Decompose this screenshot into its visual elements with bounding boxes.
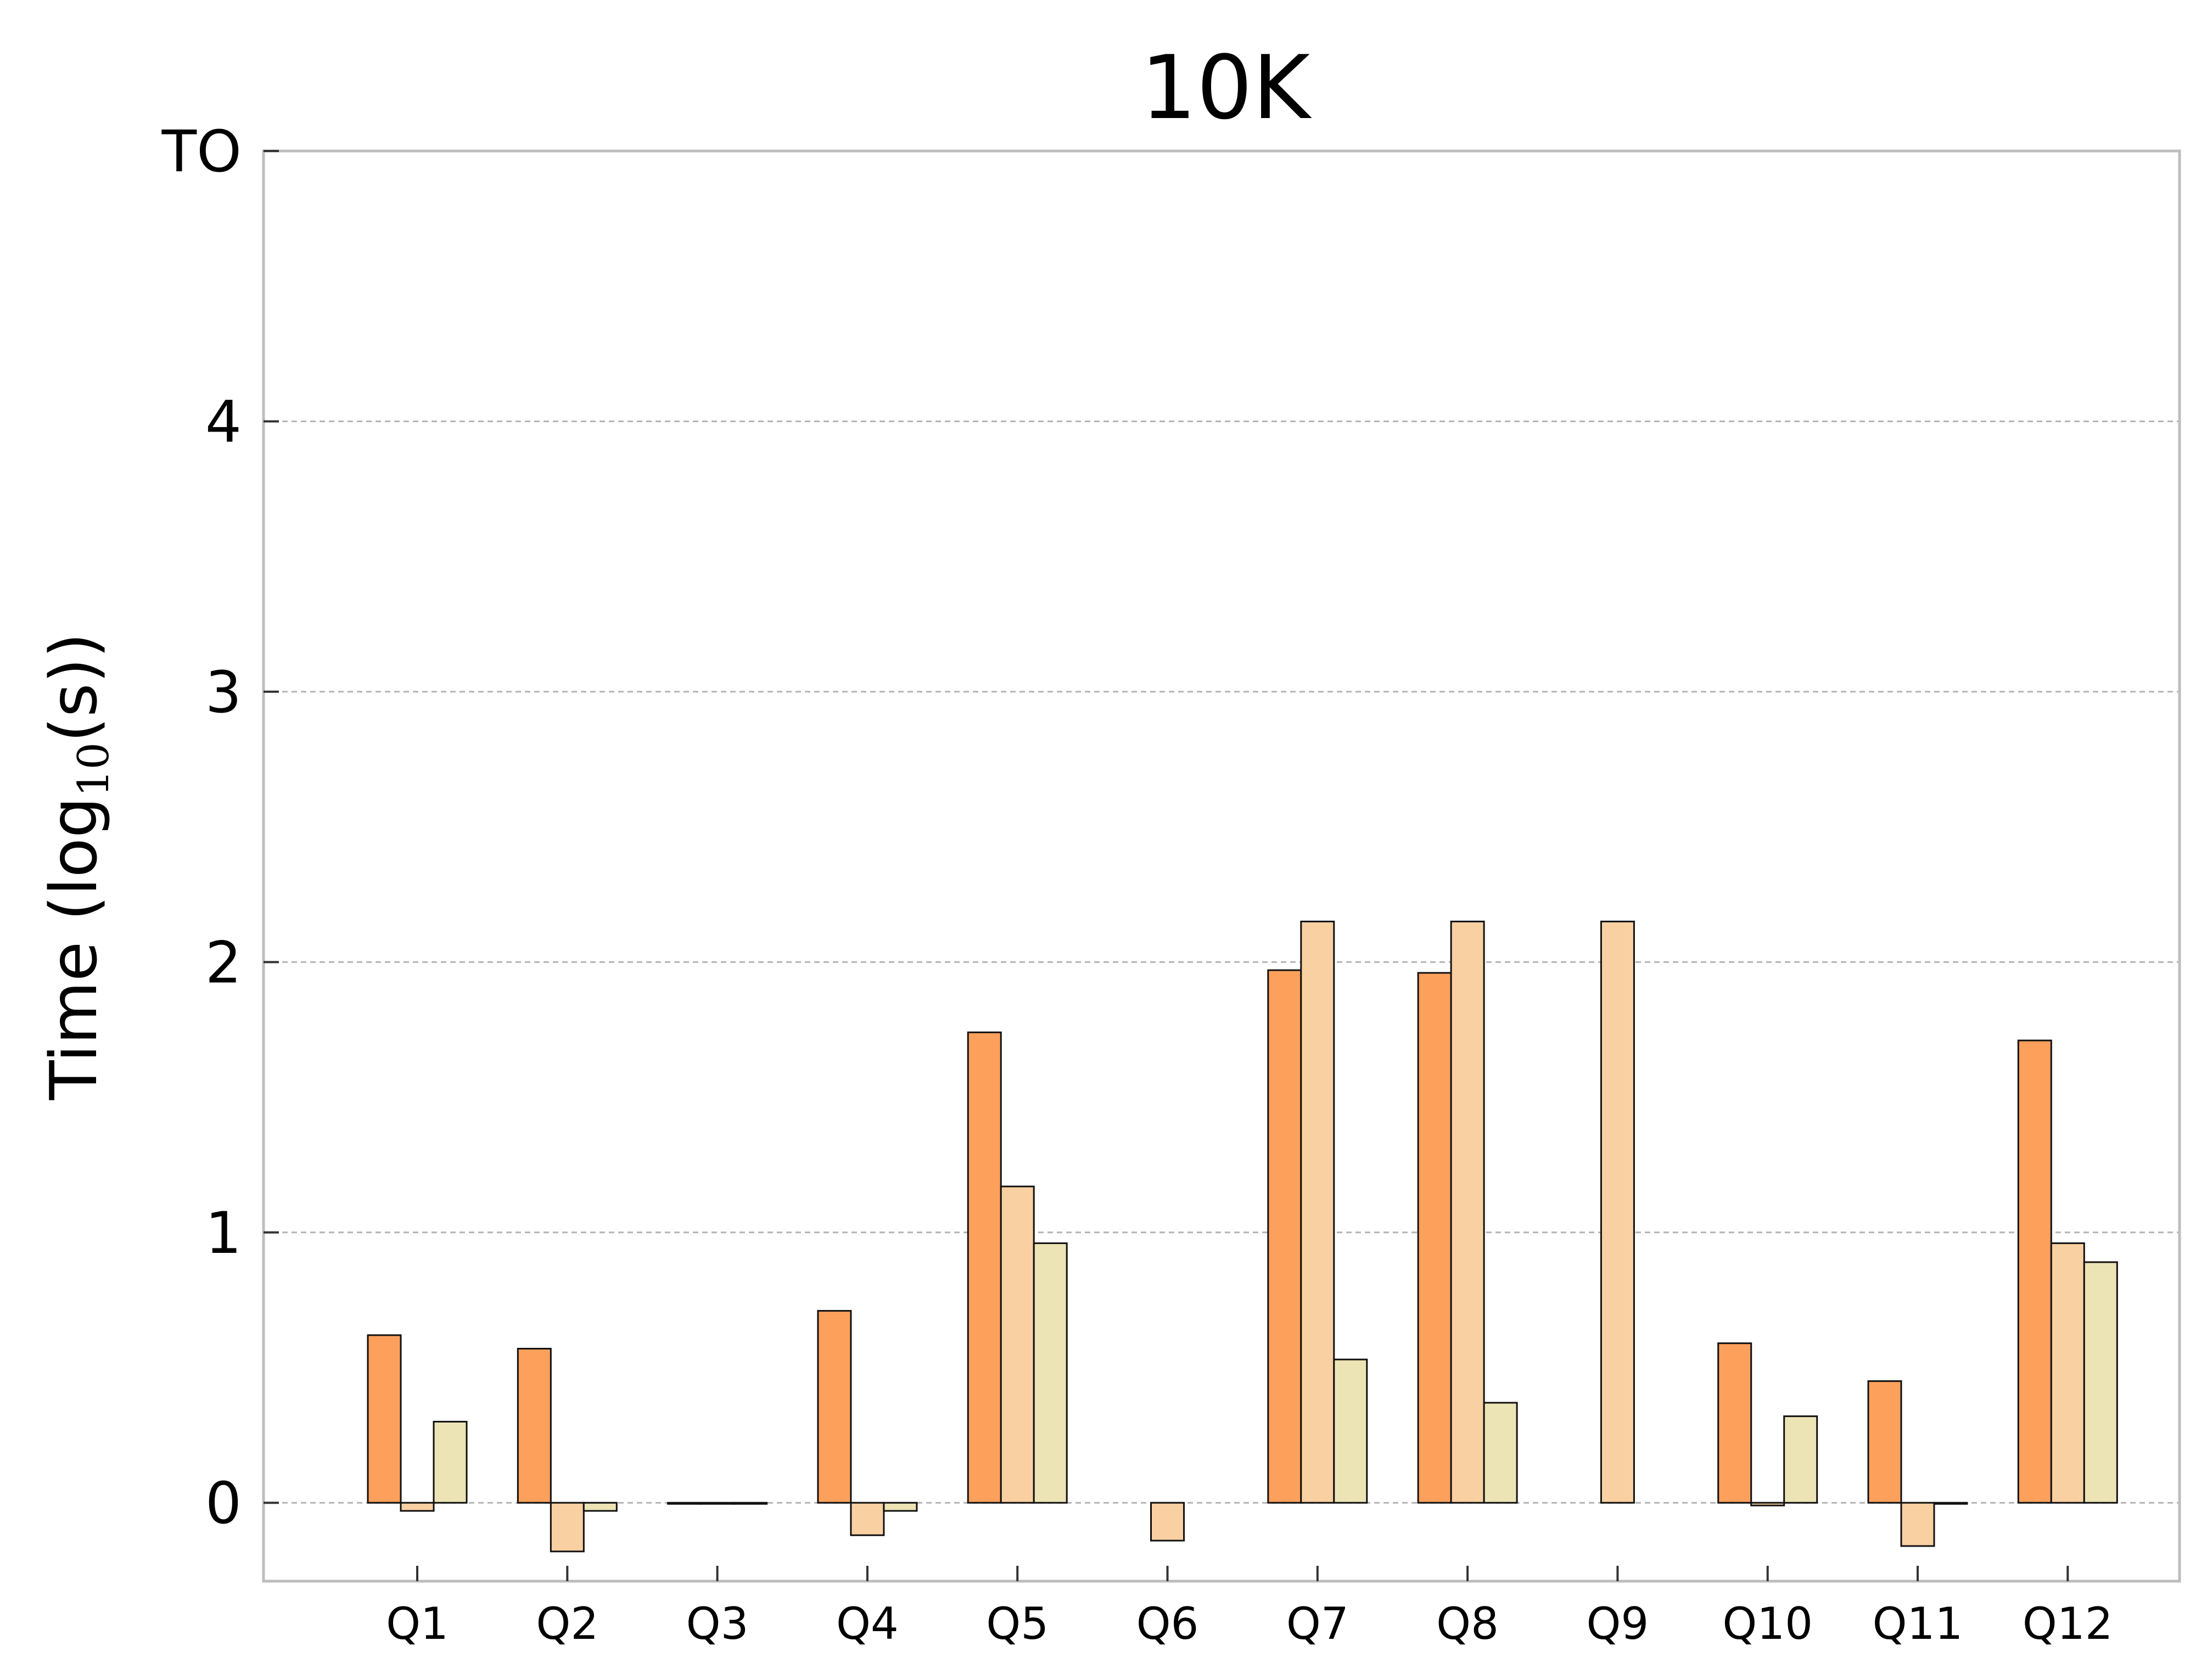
x-tick-label-q10: Q10	[1722, 1598, 1813, 1649]
x-tick-label-q7: Q7	[1286, 1598, 1349, 1649]
x-tick-label-q11: Q11	[1873, 1598, 1963, 1649]
x-tick-label-q2: Q2	[536, 1598, 598, 1649]
bar-q3-series-3	[733, 1502, 768, 1505]
bar-q3-series-1	[667, 1502, 702, 1505]
x-tick-label-q6: Q6	[1136, 1598, 1199, 1649]
bar-q3-series-2	[700, 1502, 735, 1505]
bar-q12-series-2	[2050, 1242, 2085, 1504]
bar-q7-series-1	[1267, 969, 1302, 1504]
y-tick-label-5: TO	[161, 118, 242, 185]
bar-q10-series-1	[1717, 1342, 1752, 1504]
bar-q10-series-2	[1750, 1502, 1785, 1507]
bar-q1-series-3	[433, 1420, 468, 1504]
y-axis-label-subscript: 10	[69, 742, 119, 797]
bar-q7-series-2	[1300, 920, 1335, 1504]
bar-q11-series-3	[1933, 1502, 1968, 1505]
y-tick-label-4: 4	[205, 388, 242, 455]
bar-q5-series-2	[1000, 1185, 1035, 1504]
bar-q1-series-1	[367, 1334, 402, 1504]
bar-q4-series-2	[850, 1502, 885, 1536]
y-axis-label: Time (log10(s))	[36, 632, 119, 1100]
bar-q2-series-2	[550, 1502, 585, 1553]
bar-q11-series-2	[1900, 1502, 1935, 1547]
bar-q7-series-3	[1333, 1358, 1368, 1504]
bar-q5-series-3	[1033, 1242, 1068, 1504]
y-tick-label-2: 2	[205, 929, 242, 996]
y-tick-label-3: 3	[205, 659, 242, 726]
bar-q2-series-3	[582, 1502, 618, 1512]
y-tick-label-0: 0	[205, 1470, 242, 1537]
y-axis-label-suffix: (s))	[36, 632, 111, 742]
bar-q9-series-2	[1600, 920, 1635, 1504]
x-tick-label-q1: Q1	[386, 1598, 449, 1649]
bar-q6-series-2	[1150, 1502, 1185, 1542]
bar-q8-series-3	[1483, 1402, 1518, 1504]
bar-q5-series-1	[967, 1031, 1002, 1504]
x-tick-label-q12: Q12	[2023, 1598, 2113, 1649]
plot-frame	[262, 149, 2181, 1583]
x-tick-label-q9: Q9	[1586, 1598, 1649, 1649]
bar-q12-series-1	[2017, 1039, 2052, 1504]
x-tick-label-q8: Q8	[1436, 1598, 1499, 1649]
bar-q12-series-3	[2083, 1261, 2118, 1504]
bar-q4-series-1	[817, 1310, 852, 1504]
x-tick-label-q3: Q3	[686, 1598, 749, 1649]
bar-q1-series-2	[400, 1502, 435, 1512]
chart-title: 10K	[1141, 36, 1313, 139]
y-tick-label-1: 1	[205, 1200, 242, 1267]
x-tick-label-q4: Q4	[836, 1598, 899, 1649]
bar-q4-series-3	[883, 1502, 918, 1512]
ticks: 0 1 2 3 4 TO Q1 Q2 Q3 Q4 Q5 Q6 Q7 Q8 Q9 Q10 Q11 Q12	[161, 118, 2113, 1649]
bar-q8-series-1	[1417, 972, 1452, 1504]
y-axis-label-prefix: Time (log	[36, 797, 111, 1100]
bar-q2-series-1	[517, 1348, 552, 1504]
bar-q8-series-2	[1450, 920, 1485, 1504]
x-tick-label-q5: Q5	[986, 1598, 1049, 1649]
bars	[367, 920, 2118, 1553]
bar-q11-series-1	[1867, 1380, 1902, 1504]
bar-q10-series-3	[1783, 1415, 1818, 1504]
